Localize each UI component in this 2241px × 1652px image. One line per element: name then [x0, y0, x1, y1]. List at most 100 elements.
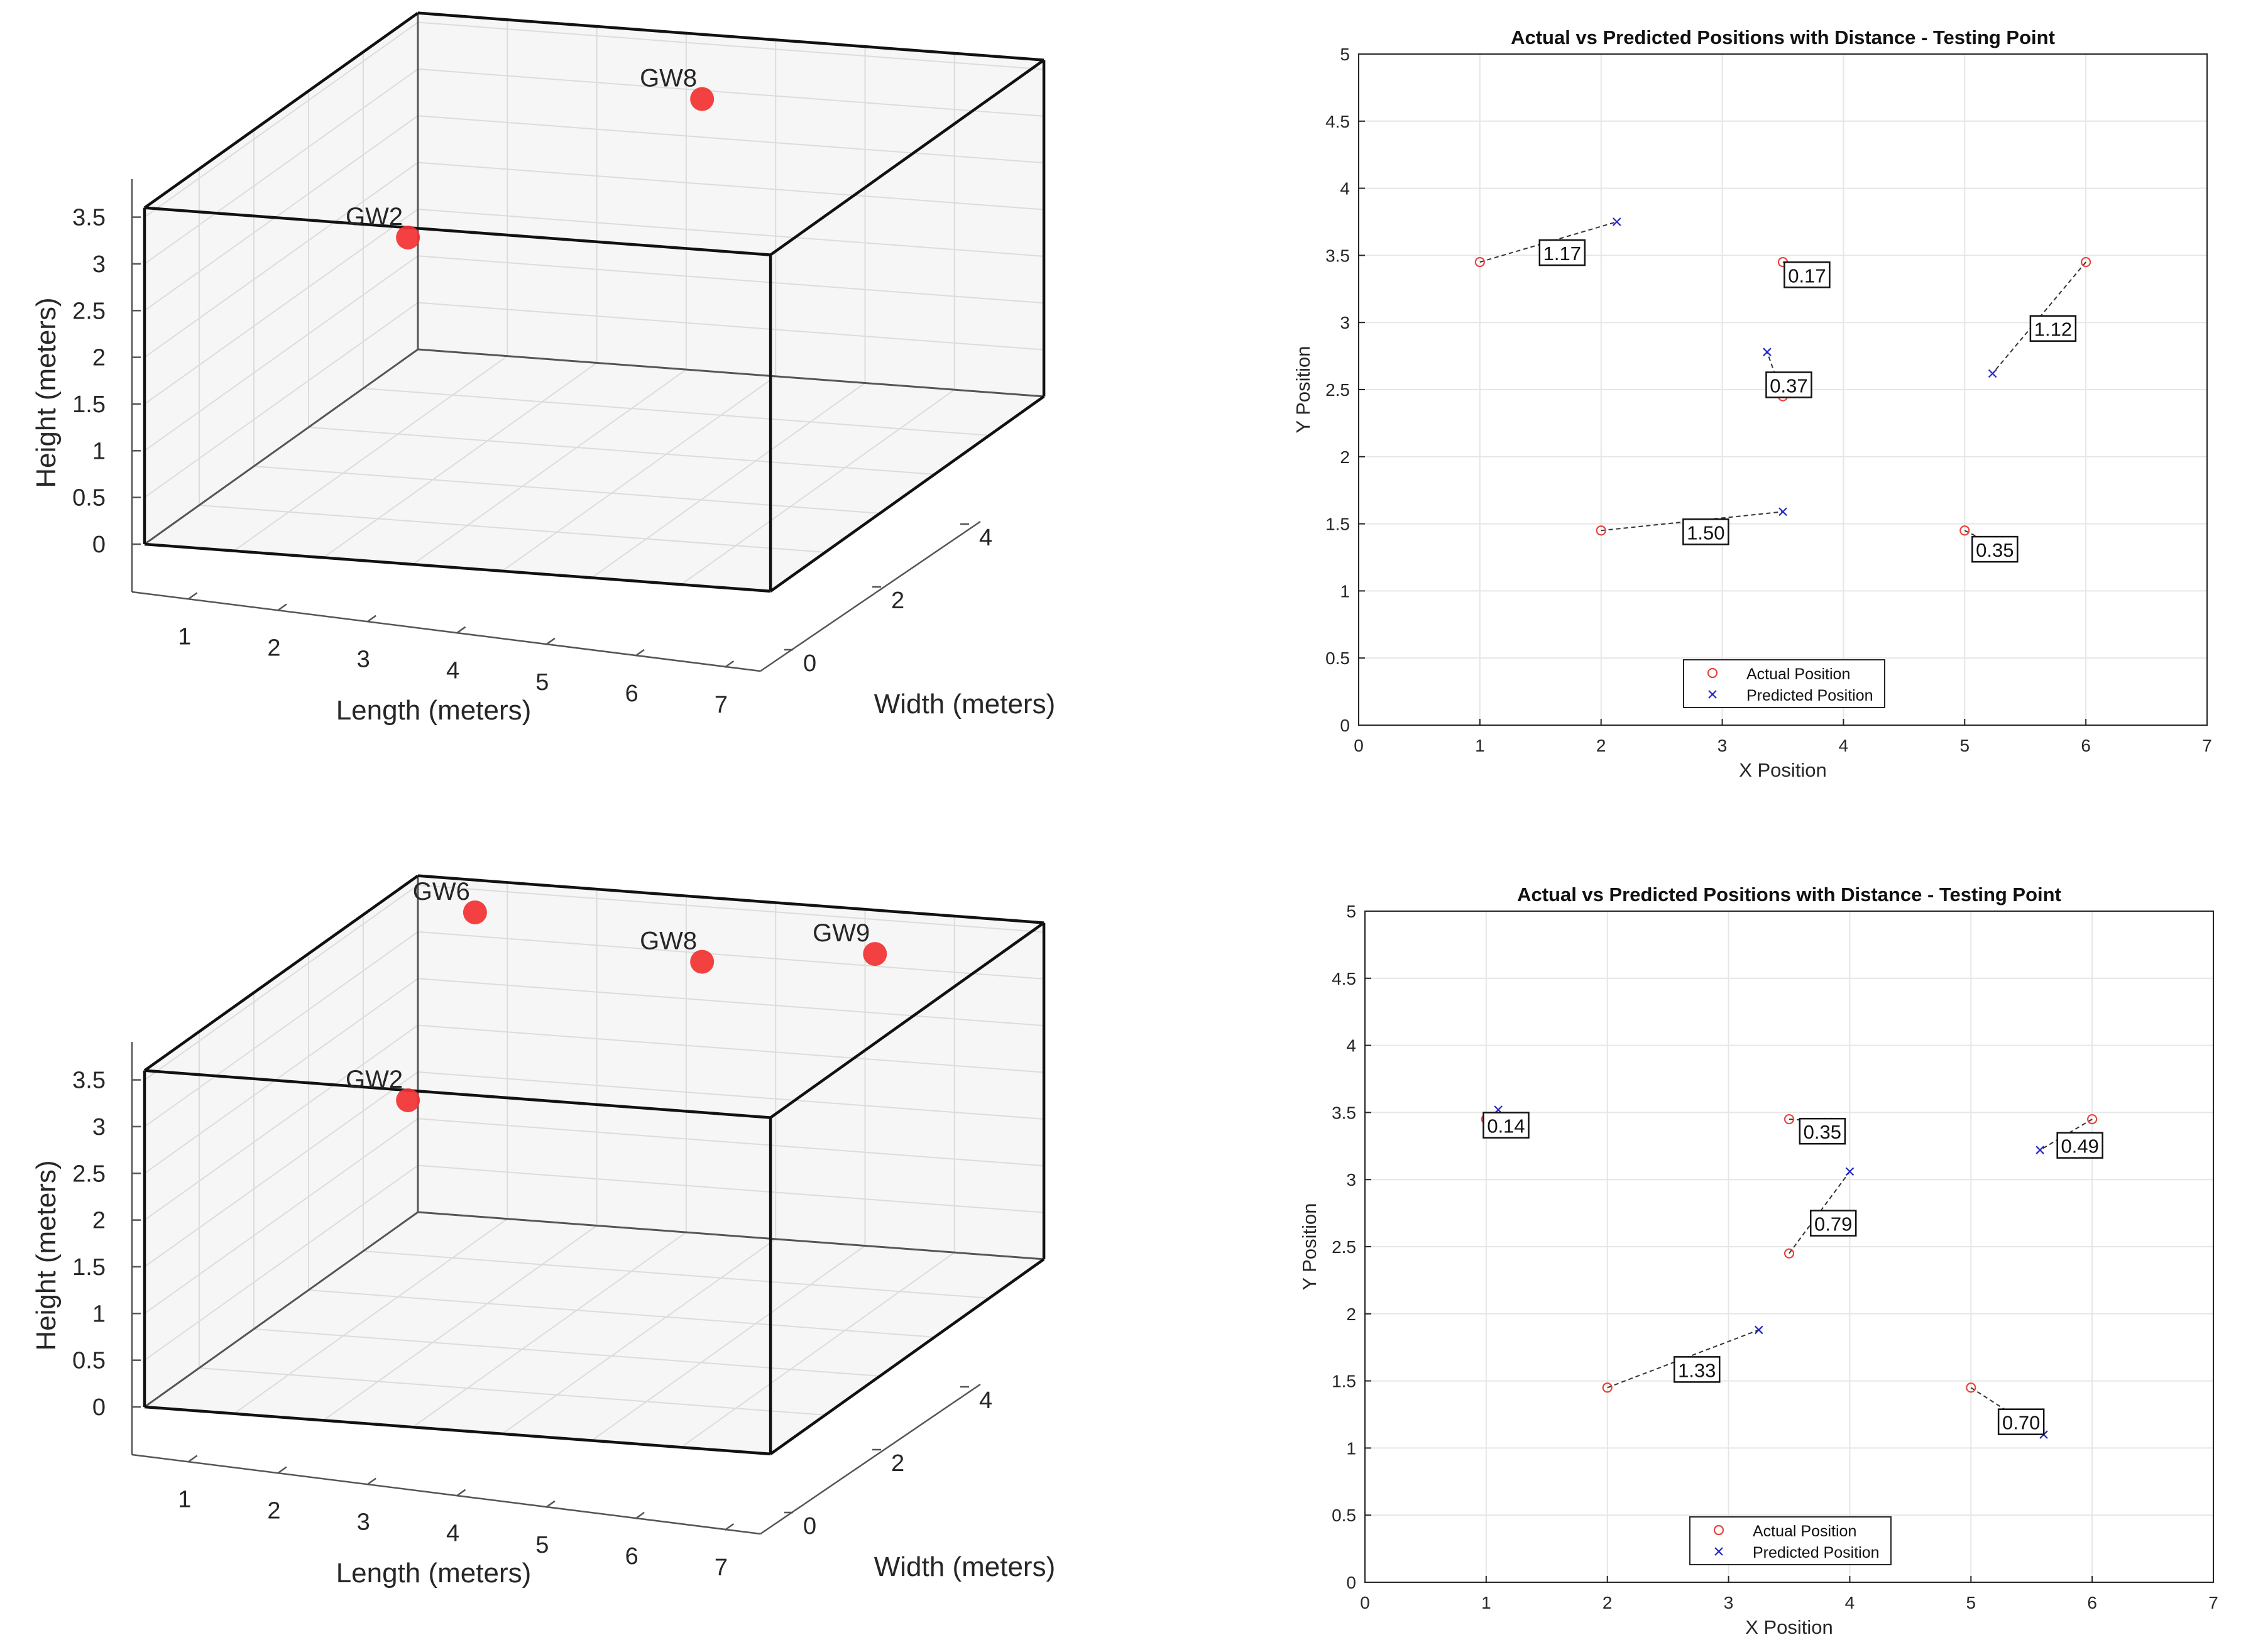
grid-line	[417, 255, 1044, 304]
y-axis-line	[760, 520, 981, 672]
x-tick-label: 5	[1959, 736, 1970, 755]
distance-label-box	[1783, 261, 1831, 288]
distance-label: 1.12	[2034, 319, 2072, 341]
x-tick	[187, 1455, 198, 1463]
gateway-label: GW8	[640, 65, 697, 92]
left-wall-plane	[145, 13, 418, 545]
gateway-marker	[463, 900, 487, 924]
legend-label: Actual Position	[1753, 1523, 1856, 1540]
x-tick	[724, 660, 735, 669]
x-tick-label: 4	[446, 1521, 459, 1547]
room-edge	[769, 921, 1045, 1119]
x-tick-label: 1	[178, 623, 191, 650]
z-tick-label: 1.5	[72, 1254, 106, 1281]
x-tick	[545, 1500, 556, 1508]
z-tick-label: 0.5	[72, 1348, 106, 1374]
z-tick-label: 2	[92, 345, 106, 371]
z-tick-label: 0	[92, 1394, 106, 1421]
back-wall-plane	[418, 13, 1044, 397]
left-wall-plane	[145, 875, 418, 1407]
x-tick-label: 7	[2208, 1593, 2218, 1612]
x-axis-label: Length (meters)	[336, 1558, 532, 1589]
y-tick-label: 3.5	[1332, 1103, 1356, 1122]
x-tick-label: 6	[625, 1543, 638, 1570]
x-tick-label: 4	[1839, 736, 1849, 755]
grid-line	[417, 931, 1044, 980]
y-tick-label: 1	[1340, 581, 1350, 601]
room-edge	[144, 348, 419, 545]
room-edge	[769, 1258, 1045, 1455]
grid-line	[144, 931, 419, 1127]
actual-marker	[1596, 525, 1606, 536]
distance-label: 0.37	[1770, 375, 1807, 397]
distance-label-box	[1682, 518, 1729, 545]
gateway-label: GW8	[640, 927, 697, 955]
z-tick-label: 1.5	[72, 391, 106, 418]
y-tick-label: 2	[1340, 447, 1350, 467]
room-3d-plot-top: 0 0.5 1 1.5 2 2.5 3 3.5 Height (meters) 1 2 3 4 5 6 7 Le…	[31, 11, 1055, 726]
z-tick-label: 2.5	[72, 1161, 106, 1187]
y-axis-line	[760, 1383, 981, 1535]
z-tick-label: 2.5	[72, 298, 106, 324]
distance-label-box	[2056, 1132, 2103, 1159]
grid-line	[417, 978, 1044, 1027]
legend-box	[1689, 1516, 1892, 1565]
grid-line	[144, 1118, 419, 1315]
grid-line	[144, 161, 419, 358]
grid-line	[417, 1164, 1044, 1213]
y-tick-label: 5	[1346, 902, 1356, 921]
grid-line	[253, 466, 880, 514]
distance-label-box	[1765, 371, 1812, 398]
predicted-marker	[1755, 1325, 1763, 1335]
y-tick-label: 0.5	[1325, 648, 1350, 668]
grid-line	[417, 1024, 1044, 1073]
legend-label: Predicted Position	[1753, 1544, 1880, 1562]
grid-line	[417, 884, 1044, 933]
y-tick-label: 4	[1340, 179, 1350, 199]
grid-line	[323, 1225, 598, 1421]
room-edge	[417, 11, 1044, 62]
x-tick	[366, 615, 376, 623]
room-edge	[417, 874, 1044, 924]
actual-marker	[2087, 1113, 2098, 1125]
x-tick	[635, 1511, 645, 1519]
z-tick-label: 1	[92, 1301, 106, 1327]
positions-plot-bottom: 0 1 2 3 4 5 6 7 0 0.5 1 1.5 2 2.5 3 3.5 4 4.5 5 Actual vs P…	[1298, 883, 2218, 1638]
distance-label-box	[1997, 1408, 2045, 1435]
grid-line	[417, 68, 1044, 117]
x-axis-label: X Position	[1745, 1616, 1833, 1638]
y-tick-label: 4	[979, 1387, 992, 1414]
y-tick-label: 1.5	[1332, 1372, 1356, 1391]
actual-marker	[1959, 525, 1970, 536]
grid-line	[681, 389, 955, 586]
grid-line	[363, 1250, 990, 1299]
y-tick-label: 2	[891, 588, 904, 614]
x-tick-label: 7	[715, 1555, 728, 1581]
distance-label: 1.17	[1543, 243, 1581, 265]
x-axis-label: X Position	[1739, 759, 1827, 781]
x-tick-label: 0	[1360, 1593, 1370, 1612]
y-tick-label: 2	[891, 1450, 904, 1477]
y-tick-label: 0	[1340, 716, 1350, 735]
grid-line	[501, 375, 776, 572]
x-tick	[187, 592, 198, 600]
z-tick-label: 3	[92, 251, 106, 278]
grid-line	[417, 21, 1044, 70]
x-tick-label: 2	[267, 1498, 280, 1524]
chart-title: Actual vs Predicted Positions with Dista…	[1511, 26, 2055, 48]
legend-box	[1683, 659, 1885, 708]
legend-label: Predicted Position	[1746, 687, 1873, 704]
grid-line	[144, 1024, 419, 1221]
axes-box	[1358, 53, 2208, 726]
y-tick-label: 1.5	[1325, 515, 1350, 534]
x-tick-label: 3	[357, 647, 370, 673]
actual-marker	[1474, 256, 1485, 268]
distance-label: 1.33	[1678, 1359, 1716, 1381]
grid-line	[144, 302, 419, 498]
grid-line	[144, 1164, 419, 1361]
x-tick-label: 2	[1596, 736, 1606, 755]
distance-label-box	[1674, 1356, 1721, 1383]
x-tick-label: 5	[535, 669, 549, 696]
predicted-marker	[1778, 507, 1787, 517]
grid-line	[144, 884, 419, 1081]
